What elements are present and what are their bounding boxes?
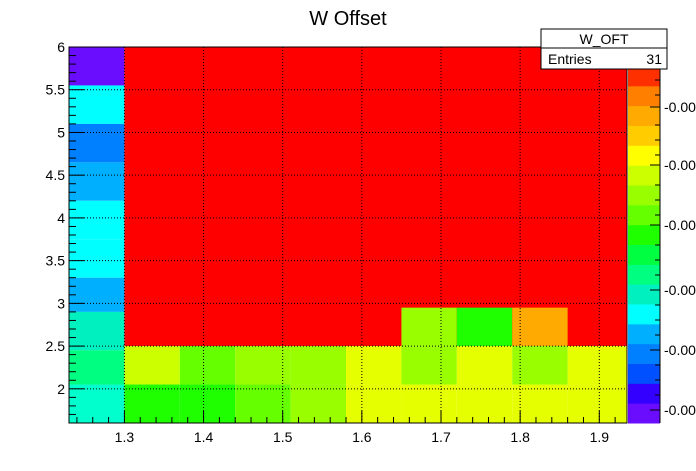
heatmap-cell — [567, 384, 627, 423]
x-tick-label: 1.9 — [590, 429, 610, 445]
x-tick-label: 1.8 — [510, 429, 530, 445]
heatmap-cell — [69, 311, 125, 351]
heatmap-cell — [69, 200, 125, 240]
y-tick-label: 3 — [57, 295, 65, 311]
palette-tick-label: -0.00 — [664, 282, 696, 298]
y-tick-label: 5.5 — [46, 82, 66, 98]
palette-swatch — [628, 343, 660, 364]
heatmap-cell — [69, 162, 125, 201]
palette-tick-label: -0.00 — [664, 402, 696, 418]
heatmap-cell — [512, 384, 568, 423]
heatmap-cell — [179, 384, 236, 423]
palette-tick-label: -0.00 — [664, 342, 696, 358]
palette-swatch — [628, 165, 660, 186]
heatmap-cell — [69, 47, 125, 86]
color-palette: -0.00 -0.00 -0.00 -0.00 -0.00 -0.00 — [628, 66, 696, 424]
heatmap-cell — [401, 307, 457, 347]
y-tick-label: 2 — [57, 381, 65, 397]
stats-entries-label: Entries — [548, 51, 592, 67]
palette-swatch — [628, 383, 660, 404]
heatmap-cells — [69, 47, 627, 423]
heatmap-cell — [512, 307, 568, 347]
heatmap-cell — [401, 346, 457, 385]
palette-swatch — [628, 244, 660, 265]
palette-swatch — [628, 284, 660, 305]
x-tick-label: 1.7 — [431, 429, 451, 445]
y-tick-label: 4 — [57, 210, 65, 226]
palette-tick-label: -0.00 — [664, 157, 696, 173]
y-tick-label: 6 — [57, 39, 65, 55]
heatmap-cell — [235, 346, 291, 385]
palette-swatch — [628, 323, 660, 345]
stats-box-name: W_OFT — [580, 31, 629, 47]
heatmap-cell — [567, 346, 627, 385]
stats-entries-value: 31 — [646, 51, 662, 67]
heatmap-cell — [401, 384, 457, 423]
heatmap-cell — [124, 47, 627, 347]
x-tick-label: 1.6 — [352, 429, 372, 445]
heatmap-cell — [290, 346, 347, 385]
palette-swatch — [628, 264, 660, 285]
heatmap-cell — [346, 346, 402, 385]
palette-swatch — [628, 145, 660, 166]
heatmap-cell — [179, 346, 236, 385]
palette-swatch — [628, 85, 660, 107]
heatmap-cell — [69, 123, 125, 163]
palette-tick-label: -0.00 — [664, 217, 696, 233]
palette-swatch — [628, 304, 660, 325]
heatmap-cell — [69, 239, 125, 278]
heatmap-cell — [124, 384, 180, 423]
heatmap-cell — [456, 346, 513, 385]
palette-swatch — [628, 105, 660, 126]
axes: 1.3 1.4 1.5 1.6 1.7 1.8 1.9 2 2.5 3 3.5 4 4.5 5 5.5 6 — [46, 39, 628, 445]
heatmap-cell — [512, 346, 568, 385]
palette-swatch — [628, 66, 660, 87]
y-tick-label: 5 — [57, 124, 65, 140]
x-tick-label: 1.5 — [273, 429, 293, 445]
x-tick-label: 1.3 — [115, 429, 135, 445]
heatmap-cell — [346, 384, 402, 423]
heatmap-cell — [124, 346, 180, 385]
heatmap-cell — [235, 384, 291, 423]
palette-swatch — [628, 403, 660, 424]
y-tick-label: 4.5 — [46, 167, 66, 183]
palette-swatch — [628, 224, 660, 245]
palette-swatch — [628, 363, 660, 384]
heatmap-cell — [69, 384, 125, 423]
x-tick-label: 1.4 — [194, 429, 214, 445]
stats-box: W_OFT Entries 31 — [540, 28, 668, 70]
chart-title: W Offset — [309, 8, 387, 30]
heatmap-cell — [456, 384, 513, 423]
heatmap-cell — [69, 85, 125, 124]
palette-swatch — [628, 204, 660, 226]
heatmap-cell — [69, 277, 125, 312]
heatmap-cell — [456, 307, 513, 347]
heatmap-cell — [69, 350, 125, 385]
palette-tick-label: -0.00 — [664, 99, 696, 115]
palette-swatch — [628, 185, 660, 206]
heatmap-cell — [290, 384, 347, 423]
y-tick-label: 3.5 — [46, 253, 66, 269]
y-tick-label: 2.5 — [46, 338, 66, 354]
palette-swatch — [628, 125, 660, 146]
